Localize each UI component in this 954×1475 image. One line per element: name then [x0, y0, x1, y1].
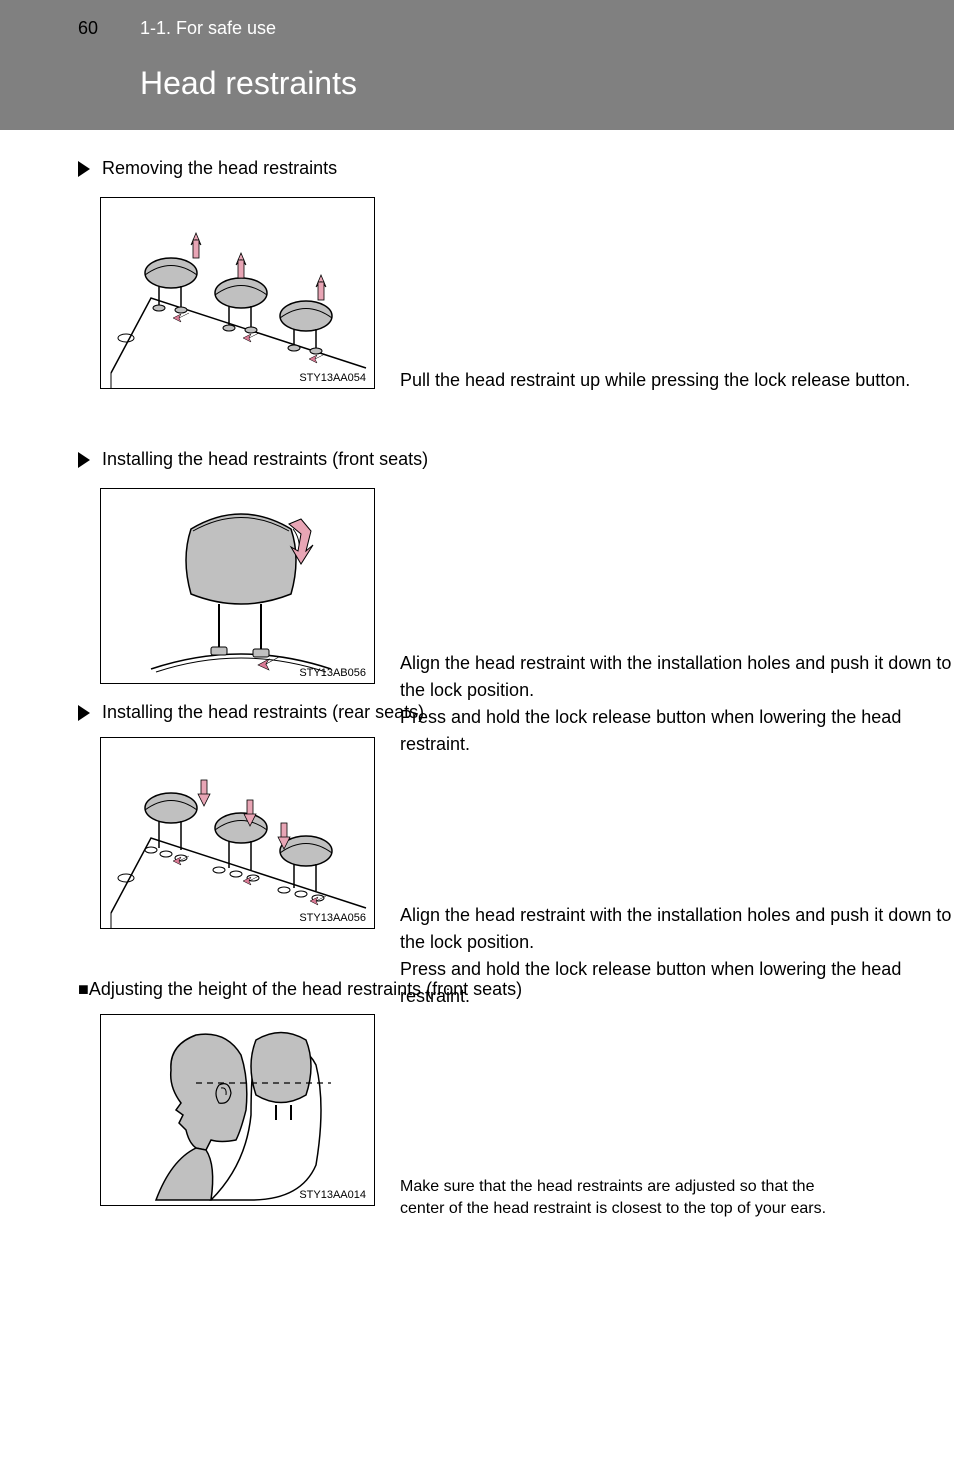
figure-adjusting: STY13AA014 — [100, 1014, 375, 1206]
figure-label: STY13AA054 — [299, 372, 366, 384]
subsection-installing-front: Installing the head restraints (front se… — [78, 449, 954, 470]
subsection-removing: Removing the head restraints — [78, 158, 954, 179]
subsection-label: Installing the head restraints (front se… — [102, 449, 428, 470]
triangle-icon — [78, 705, 90, 721]
figure-text-removing: Pull the head restraint up while pressin… — [400, 370, 910, 391]
figure-text-installing-rear: Align the head restraint with the instal… — [400, 902, 954, 1010]
figure-installing-front: STY13AB056 — [100, 488, 375, 684]
subsection-label: Installing the head restraints (rear sea… — [102, 702, 424, 723]
figure-label: STY13AA056 — [299, 912, 366, 924]
figure-removing: STY13AA054 — [100, 197, 375, 389]
note-text: Make sure that the head restraints are a… — [400, 1176, 860, 1221]
triangle-icon — [78, 161, 90, 177]
section-label: 1-1. For safe use — [140, 18, 276, 39]
figure-installing-rear: STY13AA056 — [100, 737, 375, 929]
page-content: Removing the head restraints Pull the he… — [0, 158, 954, 1206]
figure-label: STY13AB056 — [299, 667, 366, 679]
page-header: 60 1-1. For safe use Head restraints — [0, 0, 954, 130]
triangle-icon — [78, 452, 90, 468]
page-number: 60 — [78, 18, 98, 39]
figure-text-installing-front: Align the head restraint with the instal… — [400, 650, 954, 758]
page-title: Head restraints — [140, 65, 357, 102]
subsection-label: Removing the head restraints — [102, 158, 337, 179]
figure-label: STY13AA014 — [299, 1189, 366, 1201]
